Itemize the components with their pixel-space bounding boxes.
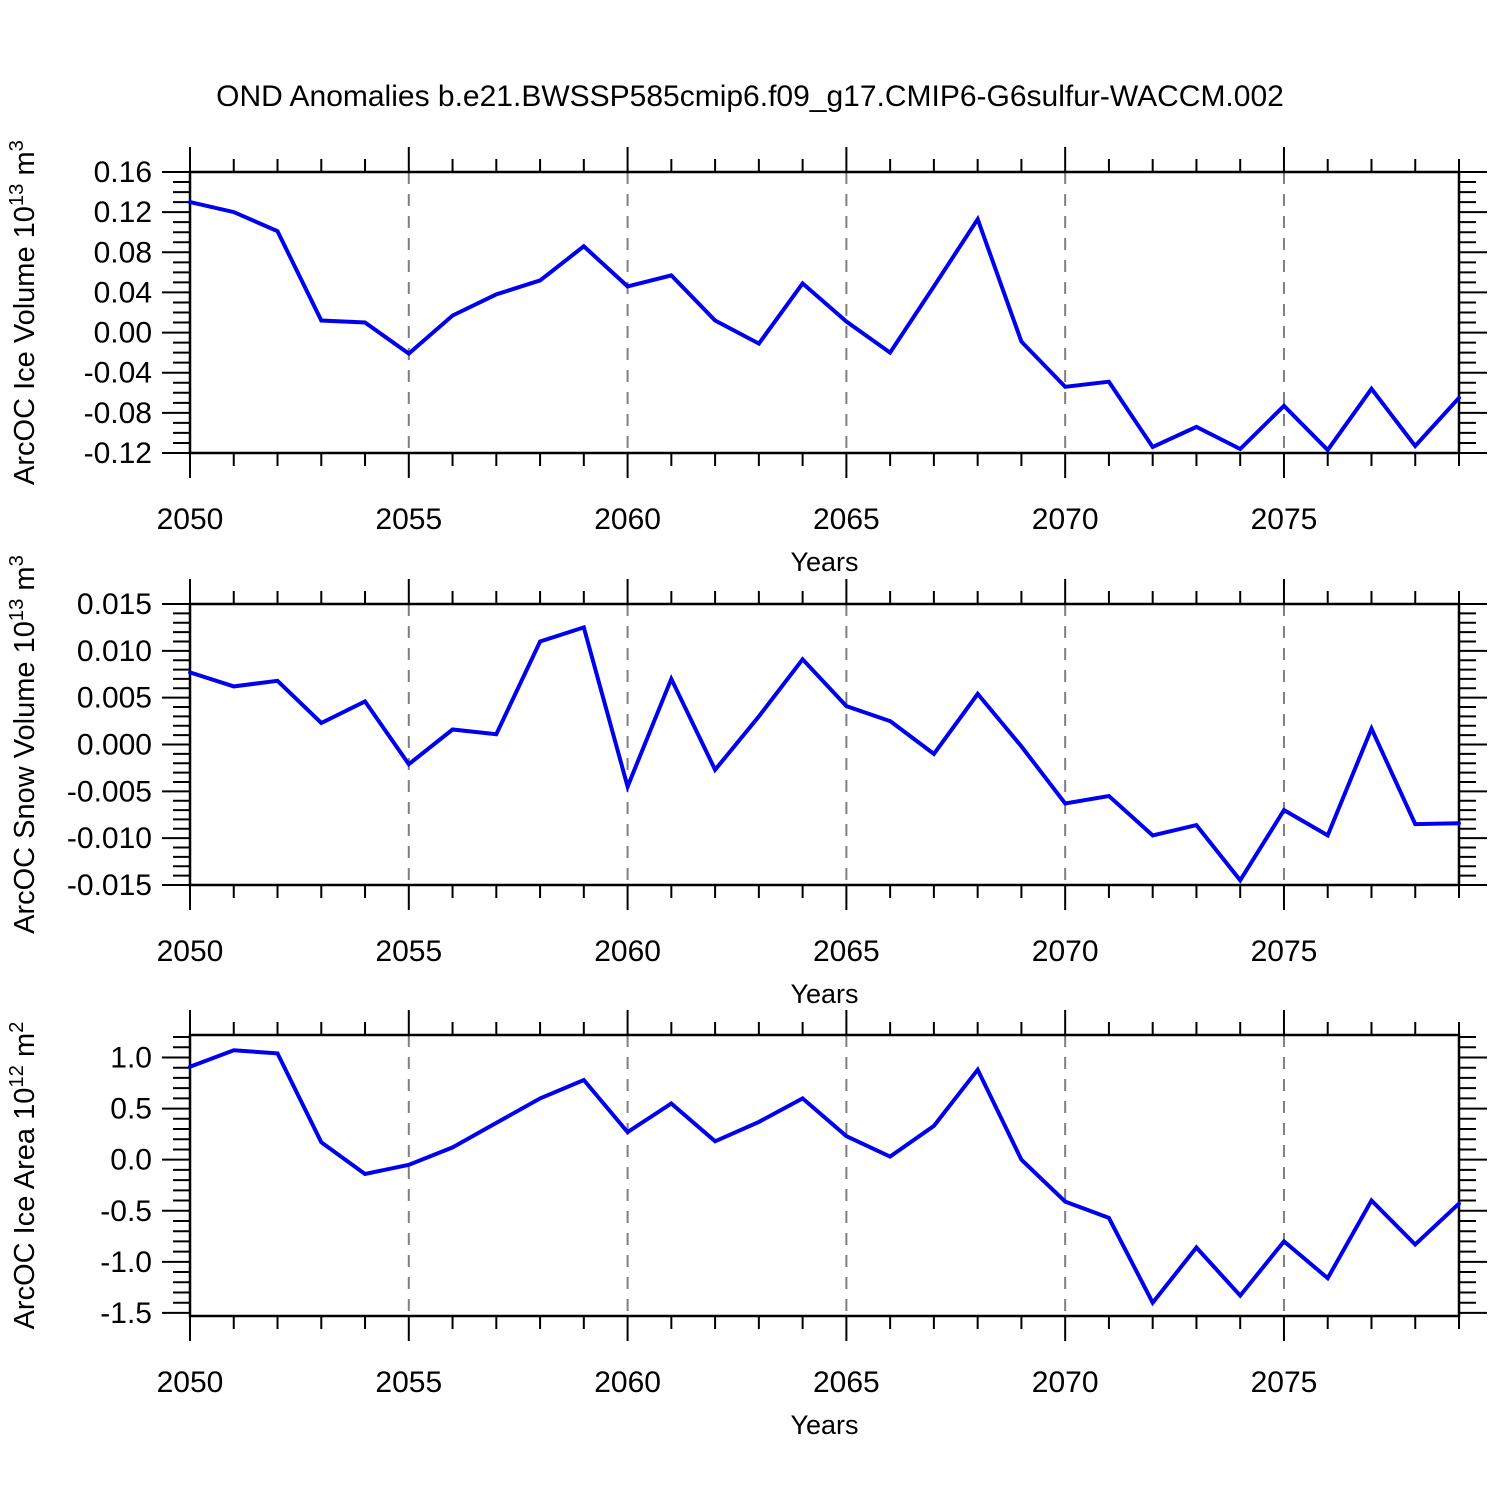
- snow-volume-ticks: [162, 579, 1487, 910]
- ice-volume-ytick-labels: 0.16 0.12 0.08 0.04 0.00 -0.04 -0.08 -0.12: [84, 156, 152, 470]
- ice-volume-frame: [188, 170, 1461, 455]
- svg-text:2050: 2050: [157, 935, 224, 968]
- snow-volume-yaxis-title: ArcOC Snow Volume 1013 m3: [6, 555, 41, 934]
- svg-text:0.16: 0.16: [94, 156, 152, 189]
- svg-text:-1.5: -1.5: [100, 1297, 152, 1330]
- ice-volume-yaxis-title: ArcOC Ice Volume 1013 m3: [6, 140, 41, 485]
- svg-text:2065: 2065: [813, 1366, 880, 1399]
- svg-text:2055: 2055: [375, 935, 442, 968]
- svg-text:-0.5: -0.5: [100, 1195, 152, 1228]
- svg-text:-0.08: -0.08: [84, 397, 152, 430]
- svg-text:0.000: 0.000: [77, 729, 152, 762]
- svg-text:0.010: 0.010: [77, 635, 152, 668]
- ice-area-ytick-labels: 1.0 0.5 0.0 -0.5 -1.0 -1.5: [100, 1041, 152, 1329]
- svg-text:0.04: 0.04: [94, 276, 152, 309]
- snow-volume-frame: [188, 602, 1461, 887]
- snow-volume-xaxis-title: Years: [790, 979, 858, 1009]
- svg-text:-0.015: -0.015: [67, 869, 152, 902]
- svg-text:2055: 2055: [375, 503, 442, 536]
- ice-area-xaxis-title: Years: [790, 1410, 858, 1440]
- ice-volume-ticks: [162, 147, 1487, 478]
- ice-volume-series-line: [188, 200, 1461, 454]
- ice-area-ticks: [162, 1010, 1487, 1341]
- ice-volume-xaxis-title: Years: [790, 547, 858, 577]
- svg-text:0.015: 0.015: [77, 588, 152, 621]
- svg-text:-0.12: -0.12: [84, 437, 152, 470]
- svg-text:2075: 2075: [1251, 1366, 1318, 1399]
- ice-area-yaxis-title: ArcOC Ice Area 1012 m2: [6, 1022, 41, 1330]
- snow-volume-xtick-labels: 2050 2055 2060 2065 2070 2075: [157, 935, 1318, 968]
- ice-area-frame: [188, 1033, 1461, 1318]
- ice-area-series-line: [188, 1048, 1461, 1307]
- svg-text:2070: 2070: [1032, 503, 1099, 536]
- ice-area-gridlines: [407, 1035, 1285, 1316]
- ice-volume-xtick-labels: 2050 2055 2060 2065 2070 2075: [157, 503, 1318, 536]
- ice-area-xtick-labels: 2050 2055 2060 2065 2070 2075: [157, 1366, 1318, 1399]
- svg-text:2075: 2075: [1251, 503, 1318, 536]
- snow-volume-series-line: [188, 624, 1461, 884]
- ice-volume-gridlines: [407, 172, 1285, 453]
- snow-volume-gridlines: [407, 604, 1285, 885]
- svg-text:2070: 2070: [1032, 1366, 1099, 1399]
- svg-text:2050: 2050: [157, 1366, 224, 1399]
- svg-text:-0.010: -0.010: [67, 822, 152, 855]
- svg-text:2060: 2060: [594, 935, 661, 968]
- svg-text:2065: 2065: [813, 503, 880, 536]
- svg-text:0.005: 0.005: [77, 682, 152, 715]
- svg-text:1.0: 1.0: [110, 1041, 152, 1074]
- svg-text:2065: 2065: [813, 935, 880, 968]
- svg-text:-0.005: -0.005: [67, 775, 152, 808]
- snow-volume-ytick-labels: 0.015 0.010 0.005 0.000 -0.005 -0.010 -0.015: [67, 588, 152, 902]
- svg-text:-0.04: -0.04: [84, 357, 152, 390]
- svg-text:2060: 2060: [594, 503, 661, 536]
- svg-text:0.0: 0.0: [110, 1144, 152, 1177]
- svg-text:2070: 2070: [1032, 935, 1099, 968]
- svg-text:-1.0: -1.0: [100, 1246, 152, 1279]
- svg-text:0.08: 0.08: [94, 236, 152, 269]
- svg-text:2060: 2060: [594, 1366, 661, 1399]
- svg-text:0.5: 0.5: [110, 1093, 152, 1126]
- svg-text:2075: 2075: [1251, 935, 1318, 968]
- svg-text:2050: 2050: [157, 503, 224, 536]
- page-title: OND Anomalies b.e21.BWSSP585cmip6.f09_g1…: [216, 80, 1284, 113]
- svg-text:2055: 2055: [375, 1366, 442, 1399]
- svg-text:0.00: 0.00: [94, 317, 152, 350]
- svg-text:0.12: 0.12: [94, 196, 152, 229]
